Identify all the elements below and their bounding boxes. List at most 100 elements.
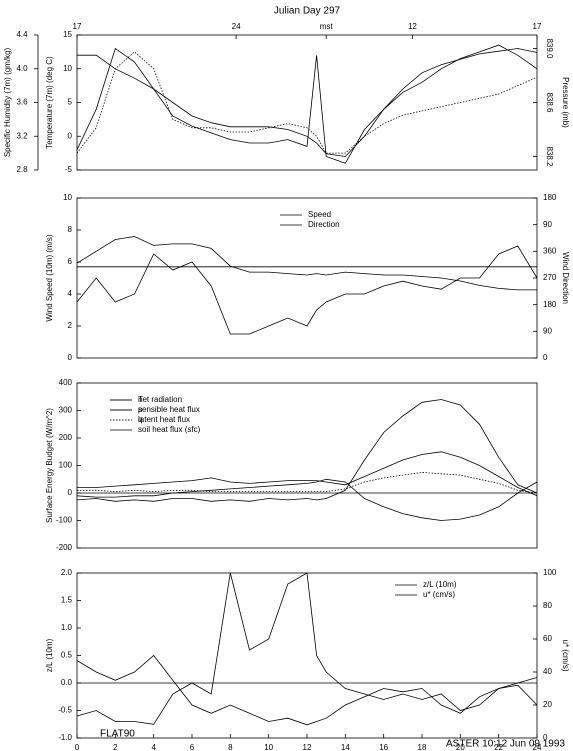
y2-tick-label: 180 (543, 300, 557, 309)
series-line (76, 236, 537, 291)
legend-label: Direction (308, 220, 340, 229)
x-tick-label: 22 (494, 743, 503, 751)
y2-tick-label: 360 (543, 246, 557, 255)
y-tick-label: -0.5 (58, 706, 72, 715)
y3-axis-label: Specific Humidity (7m) (gm/kg) (3, 47, 12, 157)
x2-tick-label: 12 (408, 22, 417, 31)
legend-label: u* (cm/s) (423, 590, 455, 599)
chart-title: Julian Day 297 (274, 6, 341, 17)
y-tick-label: 0 (68, 131, 73, 140)
y-tick-label: -5 (65, 165, 73, 174)
y-tick-label: 300 (59, 406, 73, 415)
legend-label: sensible heat flux (138, 405, 200, 414)
y2-tick-label: 100 (543, 568, 557, 577)
legend-label: Speed (308, 210, 331, 219)
series-line (76, 399, 538, 502)
y-axis-label: Surface Energy Budget (W/m^2) (45, 408, 54, 523)
y-axis-label: Temperature (7m) (deg C) (45, 56, 54, 149)
y2-tick-label: 40 (543, 667, 552, 676)
y-axis-label: z/L (10m) (45, 638, 54, 672)
y-tick-label: 100 (59, 461, 73, 470)
y2-tick-label: 90 (543, 326, 552, 335)
legend-label: p (138, 405, 143, 414)
x-tick-label: 24 (533, 743, 542, 751)
y2-axis-label: u* (cm/s) (561, 640, 570, 672)
y2-tick-label: 270 (543, 273, 557, 282)
y-tick-label: 0 (68, 353, 73, 362)
y-tick-label: 1.0 (61, 623, 73, 632)
footer-left: FLAT90 (100, 729, 135, 740)
series-line (77, 451, 538, 497)
y-tick-label: 10 (63, 193, 72, 202)
y-tick-label: 200 (59, 433, 73, 442)
y-tick-label: 0 (68, 488, 73, 497)
series-line (76, 51, 538, 154)
y2-tick-label: 20 (543, 700, 552, 709)
x-tick-label: 4 (151, 743, 156, 751)
series-line (77, 48, 538, 157)
plot-frame (76, 572, 538, 739)
y-tick-label: -200 (56, 543, 73, 552)
y2-tick-label: 839.0 (545, 38, 554, 59)
series-line (76, 44, 538, 164)
y-tick-label: 0.5 (61, 651, 73, 660)
y3-tick-label: 4.0 (16, 64, 28, 73)
y-tick-label: 15 (63, 30, 72, 39)
y-tick-label: 1.5 (61, 596, 73, 605)
y-tick-label: 2 (68, 321, 73, 330)
y2-axis-label: Wind Direction (561, 252, 570, 304)
legend-label: q (138, 415, 142, 424)
x-tick-label: 16 (379, 743, 388, 751)
series-line (76, 654, 538, 726)
legend-label: T (138, 395, 143, 404)
y2-tick-label: 838.2 (545, 146, 554, 167)
y3-tick-label: 3.2 (16, 131, 28, 140)
series-line (76, 572, 538, 725)
x-tick-label: 0 (75, 743, 80, 751)
y2-tick-label: 0 (543, 733, 548, 742)
y3-tick-label: 3.6 (16, 98, 28, 107)
series-line (77, 471, 538, 494)
series-line (76, 245, 538, 335)
y2-axis-label: Pressure (mb) (561, 77, 570, 128)
y2-tick-label: 838.6 (545, 92, 554, 113)
legend-label: net radiation (138, 395, 182, 404)
y2-tick-label: 60 (543, 634, 552, 643)
y-tick-label: 0.0 (61, 678, 73, 687)
y-tick-label: 6 (68, 257, 73, 266)
legend-label: latent heat flux (138, 415, 190, 424)
y2-tick-label: 90 (543, 220, 552, 229)
x-tick-label: 12 (303, 743, 312, 751)
x-tick-label: 10 (264, 743, 273, 751)
legend-label: soil heat flux (sfc) (138, 425, 201, 434)
y-tick-label: -1.0 (58, 733, 72, 742)
x-tick-label: 14 (341, 743, 350, 751)
x2-tick-label: 24 (232, 22, 241, 31)
footer-right: ASTER 10:12 Jun 09 1993 (446, 739, 565, 750)
x-tick-label: 6 (190, 743, 195, 751)
series-line (76, 478, 538, 521)
y-tick-label: -100 (56, 516, 73, 525)
x-tick-label: 18 (418, 743, 427, 751)
y2-tick-label: 0 (543, 353, 548, 362)
x-tick-label: 20 (456, 743, 465, 751)
plot-frame (76, 34, 538, 171)
x-tick-label: 8 (228, 743, 233, 751)
y-tick-label: 400 (59, 378, 73, 387)
y-tick-label: 2.0 (61, 568, 73, 577)
y3-tick-label: 2.8 (16, 165, 28, 174)
y2-tick-label: 80 (543, 601, 552, 610)
x2-tick-label: 17 (73, 22, 82, 31)
y-tick-label: 5 (68, 98, 73, 107)
legend-label: z/L (10m) (423, 580, 457, 589)
y2-tick-label: 180 (543, 193, 557, 202)
y-tick-label: 4 (68, 289, 73, 298)
x-tick-label: 2 (113, 743, 118, 751)
y-tick-label: 10 (63, 64, 72, 73)
y3-tick-label: 4.4 (16, 30, 28, 39)
x2-tick-label: mst (320, 22, 334, 31)
y-axis-label: Wind Speed (10m) (m/s) (45, 234, 54, 321)
x2-tick-label: 17 (533, 22, 542, 31)
y-tick-label: 8 (68, 225, 73, 234)
